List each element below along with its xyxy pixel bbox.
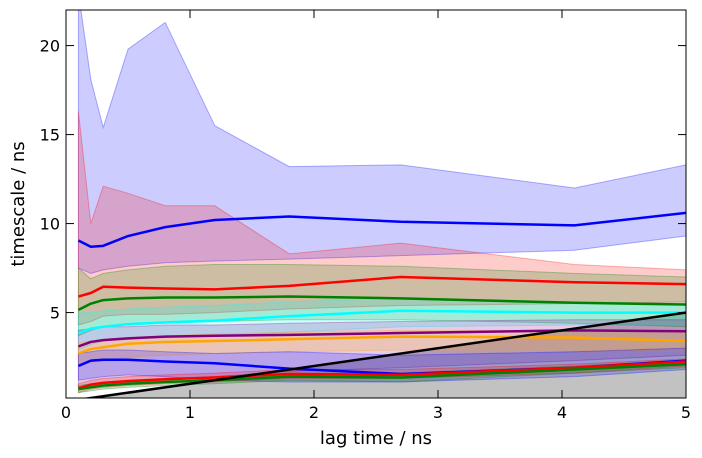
series-line-8 <box>78 360 686 390</box>
y-tick-label: 5 <box>50 304 60 323</box>
series-line-4 <box>77 309 686 335</box>
x-axis-title: lag time / ns <box>320 428 432 449</box>
axis-ticks: 0 1 2 3 4 5 5 10 15 20 <box>40 10 691 422</box>
x-tick-label: 2 <box>309 403 319 422</box>
y-tick-label: 10 <box>40 215 60 234</box>
series-line-1 <box>77 211 686 248</box>
series-line-9 <box>78 362 686 391</box>
series-line-6 <box>77 335 686 355</box>
y-axis-title: timescale / ns <box>8 141 29 266</box>
reference-line <box>82 311 686 398</box>
y-tick-label: 15 <box>40 126 60 145</box>
x-tick-label: 5 <box>681 403 691 422</box>
series-line-2 <box>78 275 686 298</box>
x-tick-label: 4 <box>557 403 567 422</box>
x-tick-label: 3 <box>433 403 443 422</box>
series-line-3 <box>77 295 686 312</box>
uncertainty-bands <box>77 10 686 398</box>
series-band-1 <box>77 10 686 274</box>
x-tick-label: 1 <box>185 403 195 422</box>
series-lines <box>77 211 686 398</box>
y-tick-label: 20 <box>40 37 60 56</box>
plot-frame <box>65 9 687 399</box>
series-band-2 <box>77 111 686 326</box>
series-line-5 <box>77 329 686 348</box>
series-band-7 <box>77 347 686 383</box>
x-tick-label: 0 <box>61 403 71 422</box>
